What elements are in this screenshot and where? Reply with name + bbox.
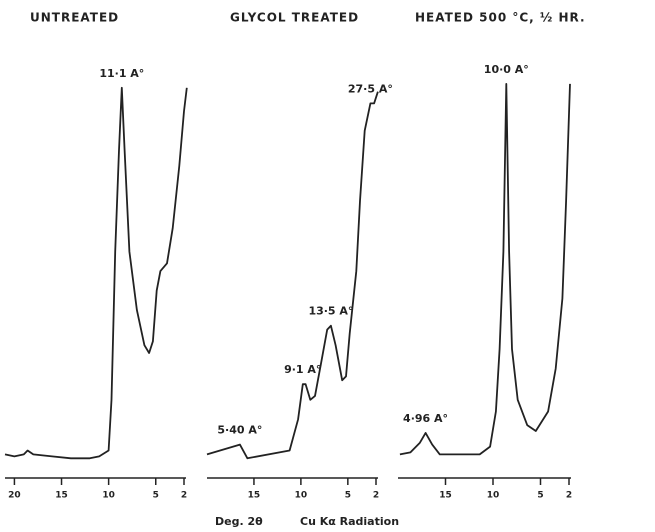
x-tick-label: 5	[537, 491, 543, 501]
x-tick-label: 10	[102, 491, 115, 501]
panel-title: GLYCOL TREATED	[230, 11, 359, 25]
x-tick-label: 5	[345, 491, 351, 501]
peak-label: 5·40 A°	[217, 424, 262, 437]
curve	[4, 86, 188, 460]
x-tick-label: 15	[439, 491, 452, 501]
x-tick-label: 2	[566, 491, 572, 501]
peak-label: 11·1 A°	[99, 67, 144, 80]
x-tick-label: 2	[373, 491, 379, 501]
x-tick-label: 10	[487, 491, 500, 501]
x-axis-label: Deg. 2θ	[215, 515, 263, 528]
peak-label: 4·96 A°	[403, 412, 448, 425]
curve	[399, 83, 571, 456]
x-tick-label: 10	[295, 491, 308, 501]
radiation-label: Cu Kα Radiation	[300, 515, 399, 528]
peak-label: 9·1 A°	[284, 363, 321, 376]
x-tick-label: 15	[55, 491, 68, 501]
panel-title: UNTREATED	[30, 11, 119, 25]
x-tick-label: 5	[153, 491, 159, 501]
panel-title: HEATED 500 °C, ½ HR.	[415, 11, 586, 25]
peak-label: 27·5 A°	[348, 82, 393, 95]
x-tick-label: 15	[248, 491, 261, 501]
curve	[206, 91, 379, 460]
x-tick-label: 20	[8, 491, 21, 501]
x-tick-label: 2	[181, 491, 187, 501]
peak-label: 13·5 A°	[308, 305, 353, 318]
peak-label: 10·0 A°	[484, 63, 529, 76]
